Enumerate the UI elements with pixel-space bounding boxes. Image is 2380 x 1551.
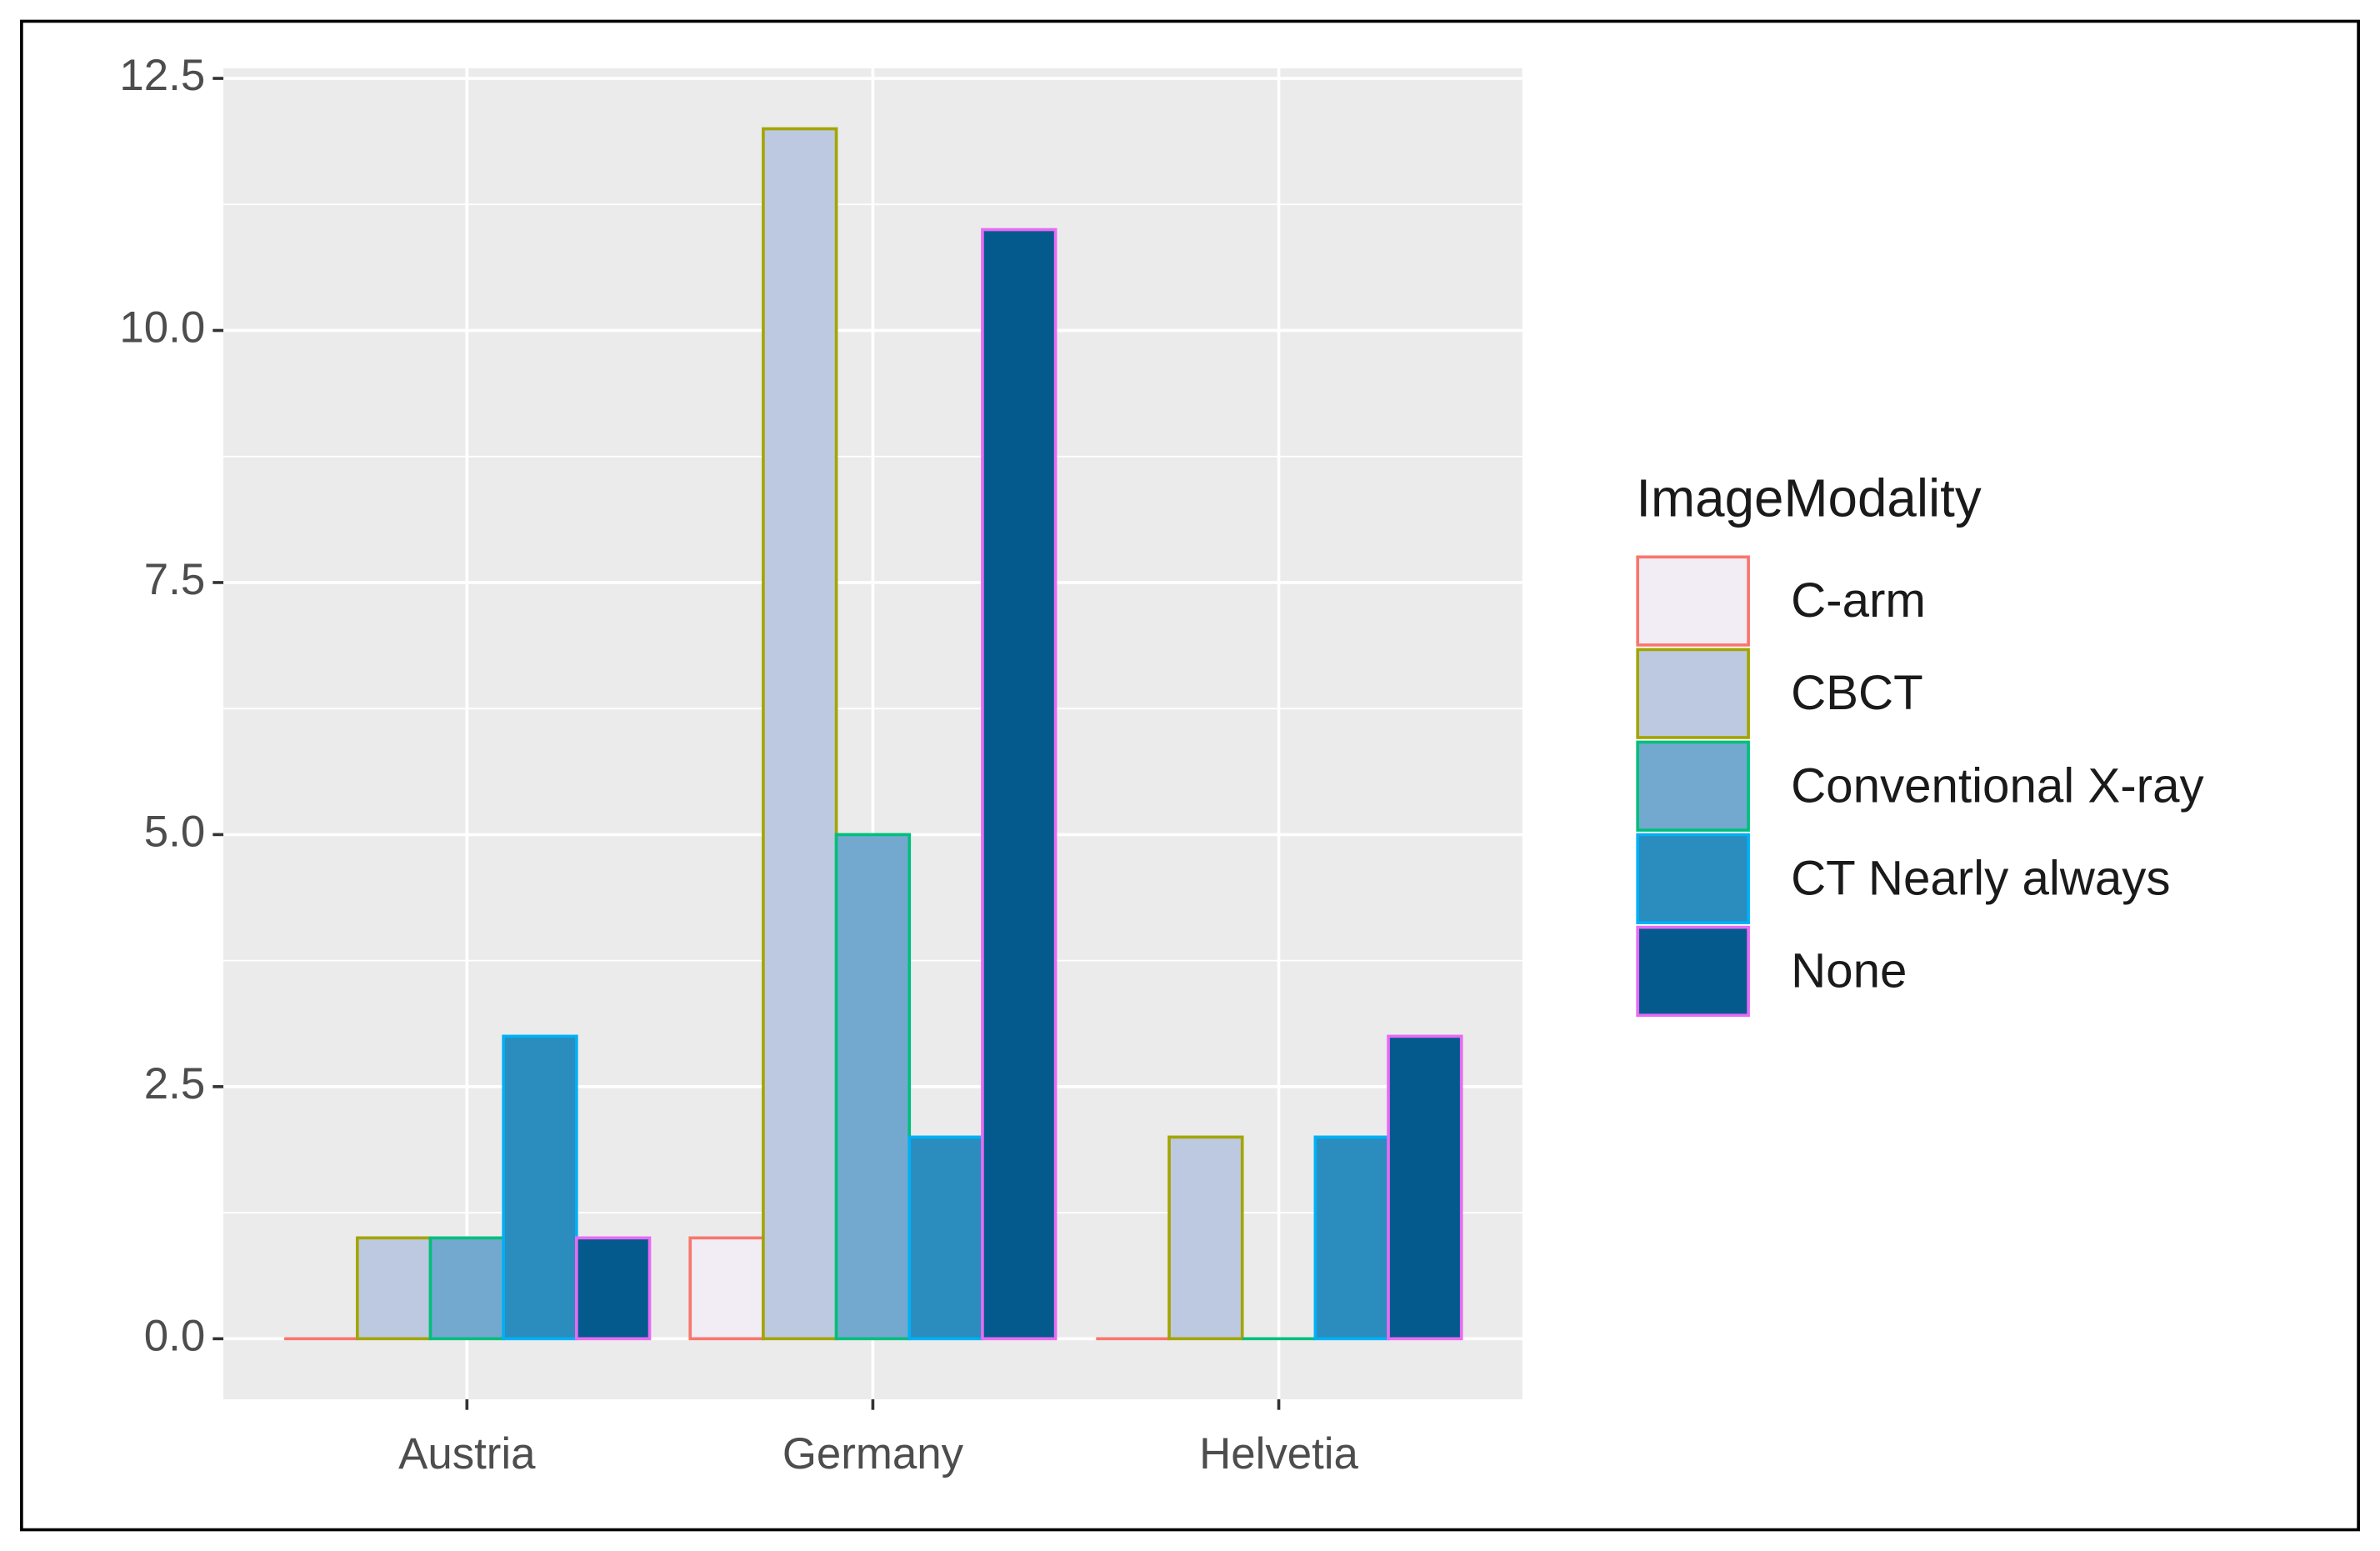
bar bbox=[502, 1034, 578, 1341]
x-tick-label: Helvetia bbox=[1199, 1429, 1358, 1478]
y-tick-label: 2.5 bbox=[144, 1059, 205, 1108]
bar bbox=[1168, 1135, 1244, 1341]
y-tick-label: 0.0 bbox=[144, 1311, 205, 1360]
y-tick-label: 5.0 bbox=[144, 807, 205, 856]
legend-key bbox=[1636, 833, 1750, 924]
legend-label: CBCT bbox=[1791, 666, 1923, 720]
bar bbox=[428, 1236, 505, 1341]
bar bbox=[762, 127, 838, 1341]
y-tick-label: 12.5 bbox=[119, 51, 205, 100]
legend-key bbox=[1636, 740, 1750, 832]
bar bbox=[688, 1236, 765, 1341]
legend-label: None bbox=[1791, 943, 1907, 998]
bar bbox=[908, 1135, 984, 1341]
legend-key bbox=[1636, 925, 1750, 1018]
y-tick-label: 10.0 bbox=[119, 303, 205, 352]
bar bbox=[575, 1236, 652, 1341]
legend-key bbox=[1636, 648, 1750, 739]
legend-title: ImageModality bbox=[1636, 468, 1981, 528]
x-tick-label: Germany bbox=[782, 1429, 964, 1478]
bar bbox=[1387, 1034, 1463, 1341]
legend-label: C-arm bbox=[1791, 573, 1926, 628]
bar bbox=[834, 833, 912, 1341]
legend-label: Conventional X-ray bbox=[1791, 758, 2204, 813]
legend-label: CT Nearly always bbox=[1791, 851, 2170, 905]
bar bbox=[981, 228, 1058, 1341]
bar bbox=[1313, 1135, 1390, 1341]
legend-key bbox=[1636, 555, 1750, 647]
bar bbox=[355, 1236, 432, 1341]
y-tick-label: 7.5 bbox=[144, 555, 205, 604]
x-tick-label: Austria bbox=[398, 1429, 536, 1478]
